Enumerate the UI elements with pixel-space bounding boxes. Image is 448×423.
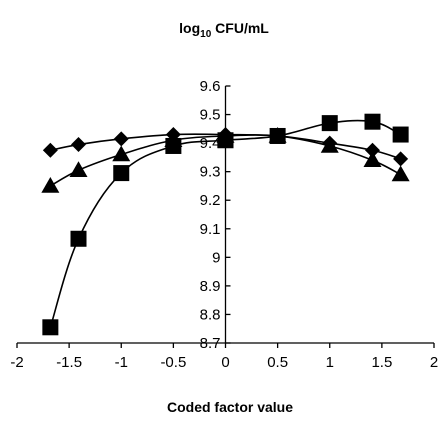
data-point-square: [364, 113, 381, 130]
chart-title-subscript: 10: [200, 29, 212, 40]
x-tick-label: 2: [430, 354, 438, 371]
chart-title-main: log: [179, 20, 200, 36]
data-point-triangle: [41, 176, 60, 193]
y-tick-label: 9.2: [200, 192, 221, 209]
data-point-triangle: [69, 161, 88, 177]
data-point-diamond: [42, 142, 58, 158]
x-tick-label: 0: [221, 354, 229, 371]
x-tick-label: -2: [10, 354, 23, 371]
series-markers: [41, 113, 410, 336]
y-tick-label: 9: [212, 249, 220, 266]
data-point-diamond: [364, 142, 380, 158]
y-tick-label: 8.7: [200, 335, 221, 352]
chart-title-rest: CFU/mL: [211, 20, 269, 36]
data-point-square: [113, 165, 130, 182]
axes: -2 -1.5 -1 -0.5 0 0.5 1 1.5 2 8.7 8.8 8.9 9 9.1 9.2 9.3…: [10, 78, 438, 371]
x-axis-label: Coded factor value: [167, 399, 293, 415]
data-point-square: [217, 132, 234, 149]
x-tick-label: -0.5: [160, 354, 186, 371]
y-tick-label: 8.8: [200, 306, 221, 323]
data-point-square: [269, 127, 286, 144]
data-point-triangle: [320, 136, 339, 153]
y-tick-label: 9.1: [200, 221, 221, 238]
data-point-square: [165, 137, 182, 154]
data-point-square: [321, 115, 338, 132]
data-point-square: [42, 319, 59, 336]
y-tick-label: 9.4: [200, 135, 221, 152]
data-point-diamond: [71, 137, 87, 153]
chart-title: log10 CFU/mL: [179, 20, 269, 40]
y-tick-label: 9.3: [200, 164, 221, 181]
data-point-diamond: [113, 131, 129, 147]
x-tick-label: -1: [115, 354, 128, 371]
data-point-triangle: [363, 151, 382, 167]
data-point-triangle: [112, 145, 131, 162]
data-point-diamond: [393, 151, 409, 167]
data-point-square: [392, 126, 409, 143]
x-tick-label: -1.5: [56, 354, 82, 371]
x-tick-label: 1: [326, 354, 334, 371]
y-tick-label: 8.9: [200, 278, 221, 295]
data-point-square: [70, 230, 87, 247]
data-point-triangle: [391, 165, 410, 182]
x-tick-label: 1.5: [371, 354, 392, 371]
x-tick-label: 0.5: [267, 354, 288, 371]
y-tick-label: 9.6: [200, 78, 221, 95]
y-tick-label: 9.5: [200, 107, 221, 124]
